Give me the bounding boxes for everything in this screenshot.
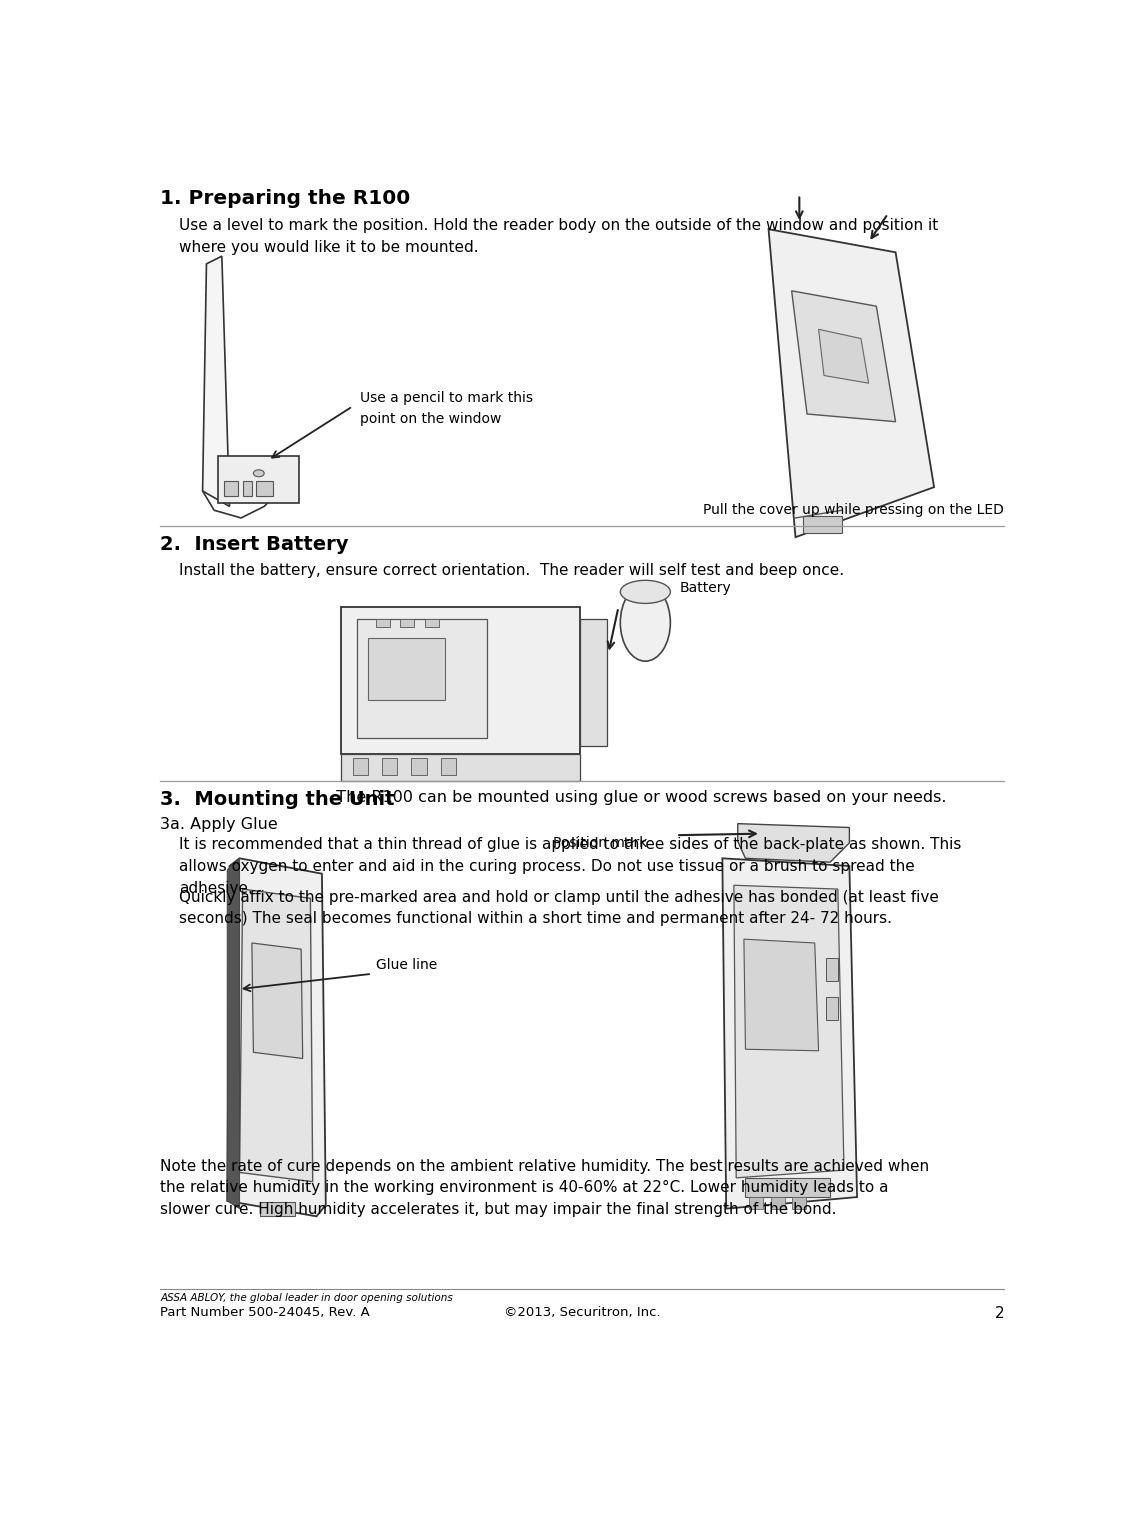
Polygon shape	[240, 889, 312, 1182]
Polygon shape	[227, 859, 326, 1217]
Text: Glue line: Glue line	[376, 958, 437, 973]
FancyBboxPatch shape	[750, 1197, 763, 1209]
Polygon shape	[202, 256, 229, 506]
Polygon shape	[227, 859, 240, 1209]
Polygon shape	[744, 939, 819, 1051]
Polygon shape	[722, 859, 857, 1209]
Ellipse shape	[620, 581, 670, 604]
Text: ASSA ABLOY, the global leader in door opening solutions: ASSA ABLOY, the global leader in door op…	[160, 1293, 453, 1304]
FancyBboxPatch shape	[218, 456, 299, 503]
Polygon shape	[792, 291, 895, 422]
Text: 2: 2	[994, 1307, 1004, 1322]
FancyBboxPatch shape	[260, 1203, 295, 1217]
Text: 3a. Apply Glue: 3a. Apply Glue	[160, 817, 278, 831]
Text: Pull the cover up while pressing on the LED: Pull the cover up while pressing on the …	[703, 503, 1004, 517]
Text: Battery: Battery	[680, 581, 732, 595]
Text: 1. Preparing the R100: 1. Preparing the R100	[160, 189, 410, 207]
FancyBboxPatch shape	[579, 619, 607, 746]
FancyBboxPatch shape	[368, 637, 445, 700]
Text: ©2013, Securitron, Inc.: ©2013, Securitron, Inc.	[504, 1307, 660, 1319]
FancyBboxPatch shape	[793, 1197, 807, 1209]
Polygon shape	[252, 942, 302, 1058]
Text: 3.  Mounting the Unit: 3. Mounting the Unit	[160, 790, 394, 808]
Polygon shape	[734, 884, 844, 1177]
FancyBboxPatch shape	[441, 758, 456, 775]
Ellipse shape	[620, 584, 670, 662]
Ellipse shape	[253, 470, 265, 477]
FancyBboxPatch shape	[401, 619, 415, 627]
FancyBboxPatch shape	[425, 619, 438, 627]
Text: Note the rate of cure depends on the ambient relative humidity. The best results: Note the rate of cure depends on the amb…	[160, 1159, 929, 1217]
Text: Install the battery, ensure correct orientation.  The reader will self test and : Install the battery, ensure correct orie…	[179, 563, 844, 578]
Text: 2.  Insert Battery: 2. Insert Battery	[160, 535, 349, 554]
Text: Position mark: Position mark	[553, 836, 648, 849]
FancyBboxPatch shape	[353, 758, 368, 775]
FancyBboxPatch shape	[341, 607, 579, 753]
Polygon shape	[737, 824, 850, 862]
Text: Part Number 500-24045, Rev. A: Part Number 500-24045, Rev. A	[160, 1307, 370, 1319]
FancyBboxPatch shape	[826, 958, 838, 982]
FancyBboxPatch shape	[382, 758, 398, 775]
FancyBboxPatch shape	[411, 758, 427, 775]
Polygon shape	[819, 329, 869, 383]
Text: Quickly affix to the pre-marked area and hold or clamp until the adhesive has bo: Quickly affix to the pre-marked area and…	[179, 891, 939, 927]
FancyBboxPatch shape	[224, 480, 239, 497]
FancyBboxPatch shape	[243, 480, 252, 497]
FancyBboxPatch shape	[826, 997, 838, 1020]
Polygon shape	[769, 229, 934, 537]
FancyBboxPatch shape	[745, 1177, 830, 1197]
FancyBboxPatch shape	[257, 480, 274, 497]
FancyBboxPatch shape	[341, 753, 579, 781]
Text: The R100 can be mounted using glue or wood screws based on your needs.: The R100 can be mounted using glue or wo…	[326, 790, 946, 805]
Text: Use a level to mark the position. Hold the reader body on the outside of the win: Use a level to mark the position. Hold t…	[179, 218, 938, 255]
Text: Use a pencil to mark this
point on the window: Use a pencil to mark this point on the w…	[360, 390, 534, 425]
Text: It is recommended that a thin thread of glue is applied to three sides of the ba: It is recommended that a thin thread of …	[179, 837, 962, 895]
FancyBboxPatch shape	[771, 1197, 785, 1209]
FancyBboxPatch shape	[803, 517, 842, 534]
FancyBboxPatch shape	[357, 619, 487, 738]
FancyBboxPatch shape	[376, 619, 390, 627]
